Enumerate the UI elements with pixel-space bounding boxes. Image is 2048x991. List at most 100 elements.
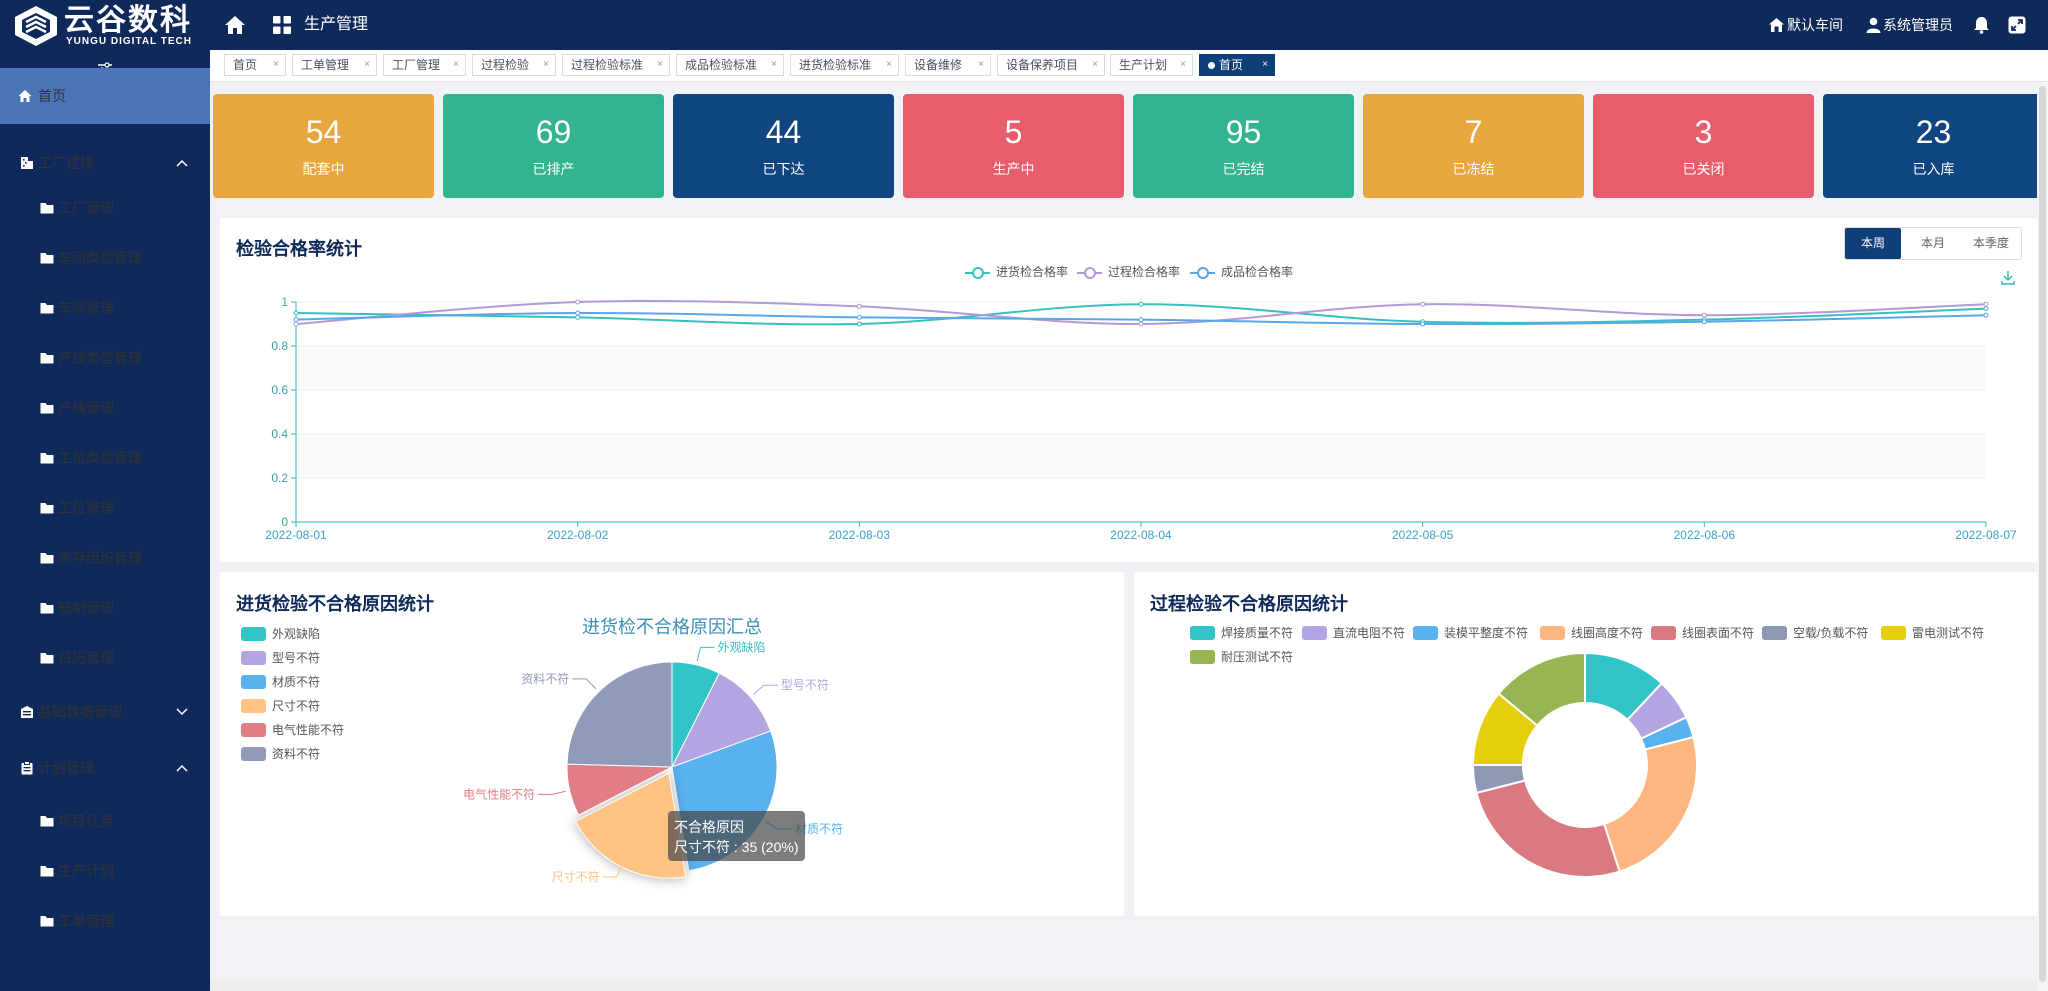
stat-card-1[interactable]: 69 已排产 (443, 94, 664, 198)
donut-legend-item[interactable]: 空载/负载不符 (1762, 624, 1868, 641)
apps-icon[interactable] (272, 15, 292, 35)
line-legend-item[interactable]: 成品检合格率 (1190, 263, 1293, 280)
chevron-down-icon[interactable] (176, 708, 188, 716)
donut-legend-item[interactable]: 雷电测试不符 (1881, 624, 1984, 641)
tab-4[interactable]: 过程检验标准 × (562, 54, 670, 76)
donut-slice-4[interactable] (1475, 779, 1621, 878)
period-week-button[interactable]: 本周 (1845, 228, 1901, 259)
sidebar-item-6[interactable]: 产线管理 (0, 383, 210, 433)
chevron-up-icon[interactable] (176, 764, 188, 772)
tab-9[interactable]: 生产计划 × (1110, 54, 1193, 76)
home-icon[interactable] (224, 14, 246, 36)
tab-close-icon[interactable]: × (543, 59, 549, 70)
series-point[interactable] (1138, 321, 1144, 327)
tab-10[interactable]: 首页 × (1199, 54, 1275, 76)
series-point[interactable] (856, 321, 862, 327)
stat-card-0[interactable]: 54 配套中 (213, 94, 434, 198)
sidebar-item-3[interactable]: 车间类型管理 (0, 233, 210, 283)
chevron-up-icon[interactable] (176, 159, 188, 167)
series-point[interactable] (1983, 306, 1989, 312)
series-point[interactable] (1983, 312, 1989, 318)
stat-card-5[interactable]: 7 已冻结 (1363, 94, 1584, 198)
series-point[interactable] (293, 321, 299, 327)
stat-card-6[interactable]: 3 已关闭 (1593, 94, 1814, 198)
series-point[interactable] (575, 299, 581, 305)
sidebar-item-16[interactable]: 工单管理 (0, 896, 210, 946)
stat-card-7[interactable]: 23 已入库 (1823, 94, 2044, 198)
series-point[interactable] (1701, 312, 1707, 318)
sidebar-item-1[interactable]: 工厂建模 (0, 138, 210, 188)
tab-close-icon[interactable]: × (978, 59, 984, 70)
series-point[interactable] (1701, 319, 1707, 325)
user-menu[interactable]: 系统管理员 (1866, 14, 1953, 36)
workshop-selector[interactable]: 默认车间 (1768, 14, 1843, 36)
period-month-button[interactable]: 本月 (1920, 236, 1945, 250)
series-point[interactable] (1138, 317, 1144, 323)
tab-3[interactable]: 过程检验 × (472, 54, 556, 76)
series-point[interactable] (293, 310, 299, 316)
sidebar-item-8[interactable]: 工位管理 (0, 483, 210, 533)
donut-legend-item[interactable]: 线圈高度不符 (1540, 624, 1643, 641)
donut-legend-item[interactable]: 直流电阻不符 (1302, 624, 1405, 641)
donut-legend-item[interactable]: 装模平整度不符 (1413, 624, 1528, 641)
sidebar-item-15[interactable]: 生产计划 (0, 846, 210, 896)
sidebar-item-4[interactable]: 车间管理 (0, 283, 210, 333)
line-legend-item[interactable]: 过程检合格率 (1077, 263, 1180, 280)
tab-close-icon[interactable]: × (657, 59, 663, 70)
pie-legend-item[interactable]: 型号不符 (241, 649, 320, 666)
vertical-scroll-thumb[interactable] (2039, 86, 2046, 982)
bell-icon[interactable] (1973, 16, 1990, 34)
sidebar-item-13[interactable]: 计划管理 (0, 743, 210, 793)
tab-5[interactable]: 成品检验标准 × (676, 54, 784, 76)
stat-card-4[interactable]: 95 已完结 (1133, 94, 1354, 198)
series-point[interactable] (293, 317, 299, 323)
sidebar-item-5[interactable]: 产线类型管理 (0, 333, 210, 383)
pie-legend-item[interactable]: 尺寸不符 (241, 697, 320, 714)
series-point[interactable] (1420, 301, 1426, 307)
tab-1[interactable]: 工单管理 × (292, 54, 377, 76)
stat-card-3[interactable]: 5 生产中 (903, 94, 1124, 198)
tab-0[interactable]: 首页 × (224, 54, 286, 76)
donut-legend-item[interactable]: 耐压测试不符 (1190, 648, 1293, 665)
vertical-scrollbar[interactable] (2037, 82, 2048, 991)
tab-close-icon[interactable]: × (1262, 59, 1268, 70)
series-point[interactable] (1420, 321, 1426, 327)
sidebar-item-14[interactable]: 项目任务 (0, 796, 210, 846)
donut-legend-item[interactable]: 线圈表面不符 (1651, 624, 1754, 641)
download-icon[interactable] (2000, 270, 2016, 286)
pie-legend-item[interactable]: 外观缺陷 (241, 625, 320, 642)
stat-card-2[interactable]: 44 已下达 (673, 94, 894, 198)
line-legend-item[interactable]: 进货检合格率 (965, 263, 1068, 280)
tab-close-icon[interactable]: × (1092, 59, 1098, 70)
tab-close-icon[interactable]: × (364, 59, 370, 70)
tab-7[interactable]: 设备维修 × (905, 54, 991, 76)
tab-6[interactable]: 进货检验标准 × (790, 54, 899, 76)
sidebar-item-0[interactable]: 首页 (0, 68, 210, 124)
tab-close-icon[interactable]: × (453, 59, 459, 70)
tab-close-icon[interactable]: × (1180, 59, 1186, 70)
series-point[interactable] (1983, 301, 1989, 307)
tab-8[interactable]: 设备保养项目 × (997, 54, 1105, 76)
donut-slice-3[interactable] (1602, 735, 1698, 873)
donut-legend-item[interactable]: 焊接质量不符 (1190, 624, 1293, 641)
series-point[interactable] (575, 310, 581, 316)
pie-slice-1[interactable] (670, 672, 772, 768)
series-point[interactable] (856, 314, 862, 320)
pie-slice-5[interactable] (566, 661, 673, 768)
sidebar-item-11[interactable]: 日历管理 (0, 633, 210, 683)
pie-legend-item[interactable]: 资料不符 (241, 745, 320, 762)
sidebar-item-9[interactable]: 库存组织管理 (0, 533, 210, 583)
pie-legend-item[interactable]: 材质不符 (241, 673, 320, 690)
series-point[interactable] (856, 303, 862, 309)
fullscreen-icon[interactable] (2008, 16, 2026, 34)
pie-legend-item[interactable]: 电气性能不符 (241, 721, 344, 738)
horizontal-scrollbar[interactable] (210, 980, 2038, 991)
tab-close-icon[interactable]: × (771, 59, 777, 70)
series-point[interactable] (575, 314, 581, 320)
sidebar-item-10[interactable]: 班制管理 (0, 583, 210, 633)
tab-close-icon[interactable]: × (886, 59, 892, 70)
donut-slice-7[interactable] (1497, 651, 1586, 727)
series-point[interactable] (1138, 301, 1144, 307)
period-quarter-button[interactable]: 本季度 (1972, 236, 2009, 250)
tab-close-icon[interactable]: × (273, 59, 279, 70)
